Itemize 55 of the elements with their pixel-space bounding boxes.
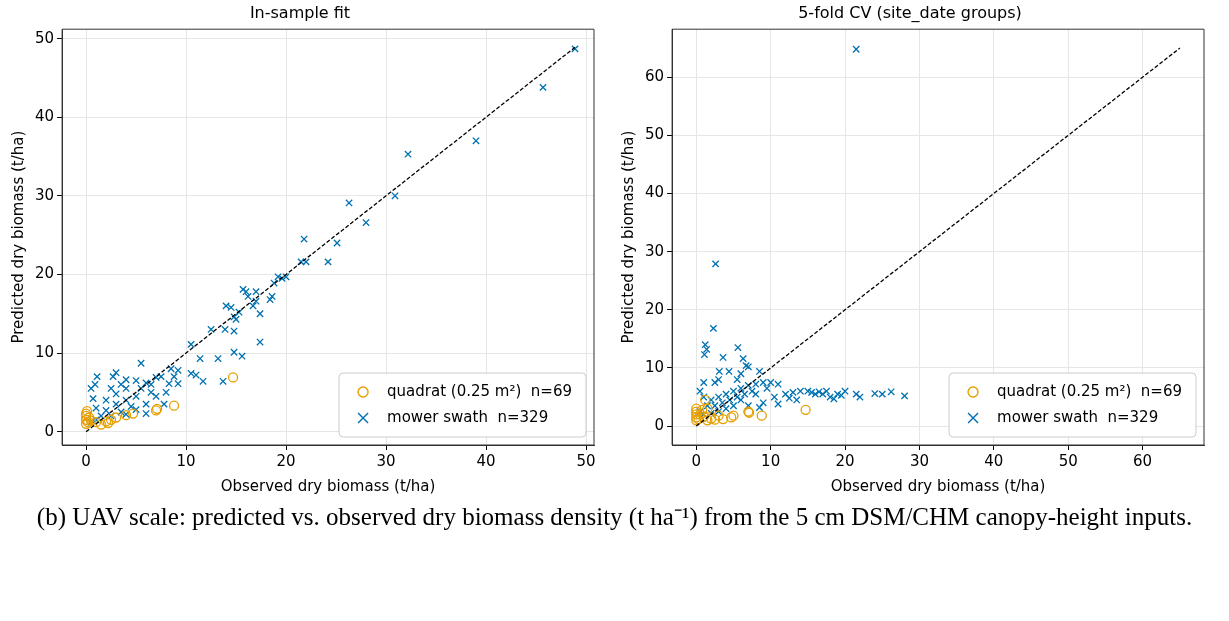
y-axis-title: Predicted dry biomass (t/ha) (8, 130, 27, 344)
point (95, 419, 107, 430)
y-tick-label: 20 (34, 264, 55, 283)
x-tick-label: 0 (691, 451, 702, 470)
x-axis-title: Observed dry biomass (t/ha) (220, 476, 436, 495)
point (127, 408, 139, 419)
chart-title: 5-fold CV (site_date groups) (798, 2, 1022, 23)
point (90, 417, 102, 428)
chart-title: In-sample fit (249, 2, 351, 22)
x-tick-label: 60 (1133, 451, 1153, 470)
y-tick-label: 10 (34, 342, 55, 361)
point (110, 412, 122, 423)
x-tick-label: 40 (476, 451, 496, 470)
x-tick-label: 30 (376, 451, 396, 470)
point (694, 409, 706, 420)
legend-label: quadrat (0.25 m²) n=69 (997, 381, 1183, 400)
point (709, 414, 721, 425)
point (702, 403, 713, 414)
x-tick-label: 0 (81, 451, 91, 470)
y-tick-label: 50 (34, 28, 55, 47)
point (717, 413, 729, 425)
x-tick-label: 20 (276, 451, 296, 470)
y-tick-label: 0 (44, 421, 55, 440)
y-tick-label: 60 (644, 67, 665, 86)
x-tick-label: 40 (984, 451, 1004, 470)
x-tick-label: 30 (909, 451, 929, 470)
point (168, 400, 180, 411)
y-tick-label: 30 (644, 241, 665, 260)
point (227, 372, 239, 383)
legend-label: mower swath n=329 (387, 407, 549, 426)
y-tick-label: 30 (34, 185, 55, 204)
text: (b) UAV scale: predicted vs. observed dry biomass density (t ha⁻¹) from the 5 cm DSM/CHM canopy-height inputs. (35, 502, 1194, 532)
x-tick-label: 10 (176, 451, 196, 470)
y-tick-label: 50 (644, 125, 665, 144)
y-tick-label: 40 (644, 183, 665, 202)
y-tick-label: 20 (644, 299, 665, 318)
legend-label: mower swath n=329 (997, 407, 1159, 426)
point (705, 413, 717, 424)
y-axis-title: Predicted dry biomass (t/ha) (618, 130, 637, 344)
legend-label: quadrat (0.25 m²) n=69 (387, 381, 573, 400)
point (800, 404, 811, 415)
point (697, 404, 708, 415)
x-tick-label: 50 (576, 451, 596, 470)
y-tick-label: 0 (654, 415, 665, 434)
point (702, 415, 713, 426)
point (700, 394, 711, 406)
y-tick-label: 10 (644, 357, 665, 376)
x-tick-label: 10 (761, 451, 781, 470)
point (713, 410, 724, 421)
y-tick-label: 40 (34, 107, 55, 126)
x-axis-title: Observed dry biomass (t/ha) (830, 476, 1046, 495)
x-tick-label: 50 (1058, 451, 1078, 470)
point (756, 410, 767, 421)
point (105, 414, 117, 425)
x-tick-label: 20 (835, 451, 855, 470)
